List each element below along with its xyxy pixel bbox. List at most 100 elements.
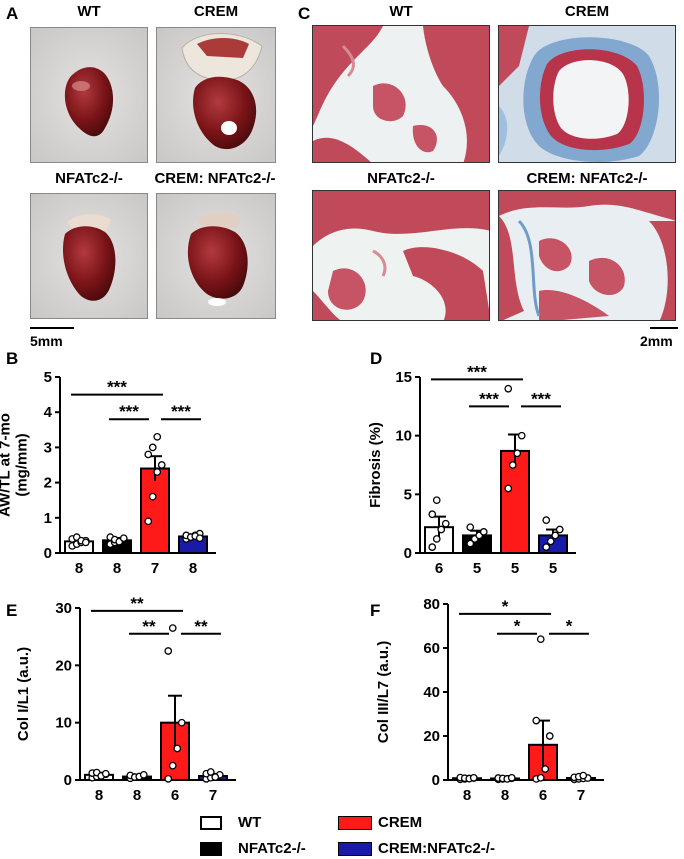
data-point-d [551,531,560,540]
data-point-f [536,635,545,644]
data-point-f [545,732,554,740]
sig-label-e: ** [142,617,156,636]
panel-letter-b: B [6,349,18,368]
sig-label-b: *** [119,402,139,421]
data-point-f [579,771,588,780]
panel-letter-c: C [298,4,311,23]
label-c-crem: CREM [564,3,610,20]
y-tick-label-b: 4 [44,404,53,421]
sig-label-f: * [566,617,573,636]
y-tick-label-b: 1 [44,510,52,527]
scale-bar-a [30,327,74,329]
label-a-wt: WT [77,3,101,20]
y-axis-label-d: Fibrosis (%) [367,422,384,508]
label-c-wt: WT [389,3,413,20]
sig-label-e: ** [194,617,208,636]
y-tick-label-e: 0 [64,772,72,789]
data-point-b [157,461,166,469]
data-point-d [432,535,441,543]
data-point-d [428,543,437,551]
y-axis-label-f: Col III/L7 (a.u.) [375,641,392,744]
n-label-b: 7 [151,560,159,577]
n-label-d: 5 [549,560,557,577]
legend-label-wt: WT [238,814,262,831]
data-point-d [508,461,517,469]
data-point-d [542,543,551,551]
y-tick-label-f: 80 [423,596,440,613]
y-tick-label-f: 40 [423,684,440,701]
data-point-d [437,525,446,534]
data-point-e [206,768,215,776]
sig-label-e: ** [130,594,144,613]
sig-label-d: *** [479,389,499,408]
legend-swatch-crem-nfatc2 [338,842,372,856]
y-tick-label-f: 20 [423,728,440,745]
heart-photo-crem [156,27,276,163]
label-c-crem-nfatc2: CREM: NFATc2-/- [526,170,648,187]
n-label-f: 7 [577,787,585,804]
data-point-b [153,432,162,441]
y-tick-label-d: 0 [404,545,412,562]
data-point-d [504,484,513,493]
histology-nfatc2 [312,190,490,321]
data-point-d [546,537,555,546]
data-point-d [542,516,551,524]
data-point-e [211,773,220,781]
bar-b-2 [140,467,170,554]
data-point-b [148,443,157,452]
scale-label-c: 2mm [640,333,673,349]
y-tick-label-f: 0 [432,772,440,789]
y-tick-label-b: 0 [44,545,52,562]
data-point-e [173,744,182,753]
data-point-d [432,496,441,505]
n-label-f: 6 [539,787,547,804]
n-label-e: 7 [209,787,217,804]
data-point-e [177,718,186,727]
y-tick-label-d: 10 [395,428,412,445]
label-a-crem-nfatc2: CREM: NFATc2-/- [154,170,276,187]
data-point-b [119,534,128,543]
histology-crem [498,25,676,163]
data-point-e [164,775,173,783]
data-point-d [513,449,522,458]
n-label-e: 6 [171,787,179,804]
scale-label-a: 5mm [30,333,63,349]
scale-bar-c [650,327,678,329]
data-point-e [139,770,148,779]
y-tick-label-d: 15 [395,369,412,386]
n-label-e: 8 [133,787,141,804]
y-tick-label-e: 10 [55,715,72,732]
histology-wt [312,25,490,163]
y-axis-label-b: (mg/mm) [14,433,31,496]
sig-label-d: *** [531,389,551,408]
legend-label-crem: CREM [378,814,423,831]
n-label-d: 5 [473,560,481,577]
histology-crem-nfatc2 [498,190,676,321]
heart-photo-nfatc2 [30,193,148,319]
sig-label-b: *** [107,378,127,397]
label-c-nfatc2: NFATc2-/- [367,170,435,187]
data-point-b [81,538,90,547]
data-point-f [469,773,478,782]
data-point-f [541,765,550,773]
data-point-d [479,528,488,536]
data-point-e [168,624,177,632]
legend-swatch-nfatc2 [200,842,222,856]
y-tick-label-b: 5 [44,369,52,386]
y-tick-label-e: 20 [55,657,72,674]
legend-label-crem-nfatc2: CREM:NFATc2-/- [378,840,495,857]
data-point-b [153,468,162,476]
n-label-e: 8 [95,787,103,804]
sig-label-b: *** [171,402,191,421]
data-point-d [441,519,450,528]
y-tick-label-b: 3 [44,439,52,456]
data-point-b [195,534,204,543]
data-point-d [466,539,475,548]
legend-swatch-wt [200,816,222,830]
panel-letter-f: F [370,601,380,620]
n-label-b: 8 [75,560,83,577]
y-tick-label-b: 2 [44,475,52,492]
n-label-b: 8 [113,560,121,577]
data-point-d [428,510,437,519]
y-tick-label-f: 60 [423,640,440,657]
